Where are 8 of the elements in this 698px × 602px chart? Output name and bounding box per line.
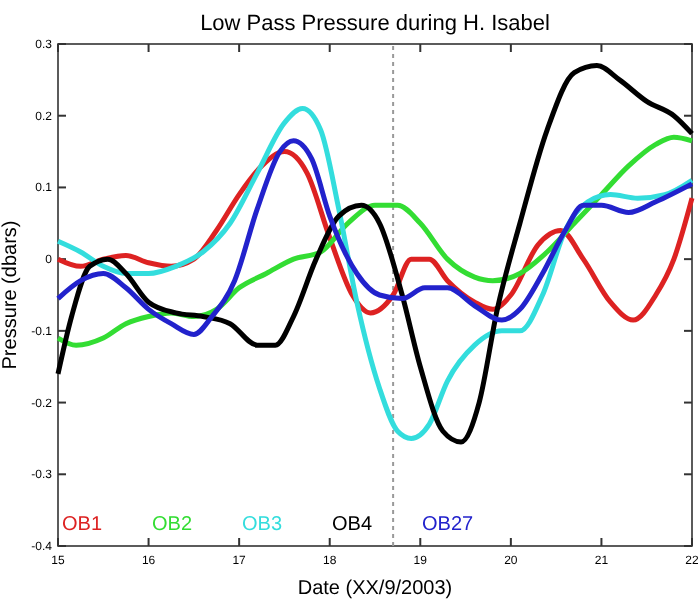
text: OB2 [152, 514, 193, 536]
y-axis-title: Pressure (dbars) [0, 220, 22, 370]
chart-title: Low Pass Pressure during H. Isabel [200, 12, 550, 36]
x-axis-title: Date (XX/9/2003) [297, 578, 453, 600]
text: OB3 [242, 514, 283, 536]
text: OB1 [62, 514, 103, 536]
text: OB4 [332, 514, 373, 536]
text: OB27 [422, 514, 475, 536]
